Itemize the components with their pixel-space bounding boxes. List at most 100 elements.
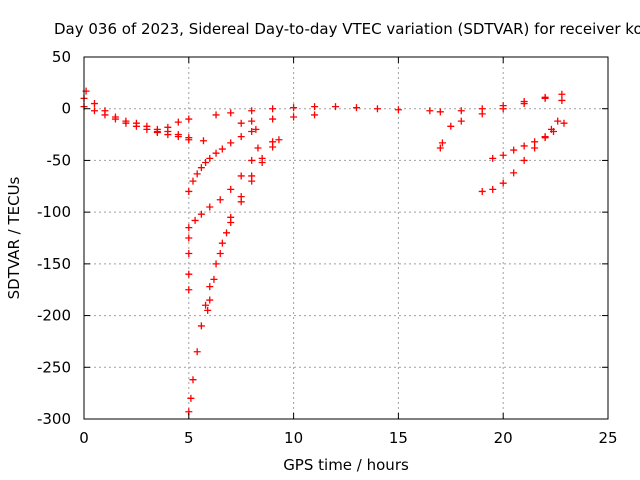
data-point	[206, 203, 214, 211]
data-point	[520, 156, 528, 164]
series-arc-early-band-b	[80, 103, 193, 144]
data-point	[269, 105, 277, 113]
y-tick-label: 0	[61, 100, 71, 118]
series-arc-evening-3	[478, 127, 558, 195]
data-point	[547, 125, 555, 133]
series-arc-deep-1	[185, 136, 283, 416]
series-arc-early-band-a	[80, 94, 193, 142]
y-tick-label: -100	[37, 203, 71, 221]
data-point	[185, 270, 193, 278]
x-tick-label: 20	[494, 429, 513, 447]
series-arc-steep-2	[185, 144, 262, 232]
data-point	[202, 158, 210, 166]
data-point	[290, 104, 298, 112]
data-point	[212, 149, 220, 157]
data-point	[258, 154, 266, 162]
data-point	[252, 125, 260, 133]
data-point	[212, 111, 220, 119]
data-point	[227, 185, 235, 193]
data-point	[206, 296, 214, 304]
data-point	[373, 105, 381, 113]
data-point	[216, 250, 224, 258]
series-arc-evening-4	[489, 117, 568, 162]
data-point	[426, 107, 434, 115]
data-point	[499, 151, 507, 159]
y-tick-label: -300	[37, 410, 71, 428]
data-point	[187, 394, 195, 402]
data-point	[248, 172, 256, 180]
data-point	[457, 107, 465, 115]
x-tick-label: 5	[184, 429, 194, 447]
x-tick-label: 25	[598, 429, 617, 447]
data-point	[237, 172, 245, 180]
data-point	[227, 109, 235, 117]
data-point	[174, 133, 182, 141]
plot-frame	[83, 56, 609, 420]
data-point	[206, 154, 214, 162]
x-tick-label: 10	[284, 429, 303, 447]
series-arc-early-upturn	[153, 115, 193, 135]
data-point	[216, 196, 224, 204]
data-point	[438, 139, 446, 147]
data-point	[290, 113, 298, 121]
data-point	[332, 103, 340, 111]
data-point	[237, 119, 245, 127]
data-point	[212, 260, 220, 268]
data-point	[248, 127, 256, 135]
y-tick-label: -200	[37, 307, 71, 325]
y-tick-label: -150	[37, 255, 71, 273]
data-point	[185, 250, 193, 258]
data-point	[191, 216, 199, 224]
data-point	[510, 169, 518, 177]
data-point	[122, 119, 130, 127]
y-tick-label: -250	[37, 358, 71, 376]
data-point	[558, 90, 566, 98]
data-point	[197, 164, 205, 172]
data-point	[436, 144, 444, 152]
data-point	[237, 193, 245, 201]
data-point	[185, 286, 193, 294]
data-point	[489, 154, 497, 162]
y-tick-label: 50	[52, 48, 71, 66]
x-tick-label: 15	[389, 429, 408, 447]
data-point	[499, 105, 507, 113]
series-arc-deep-2	[204, 138, 277, 314]
series-arc-isolated-points	[82, 87, 446, 152]
data-point	[531, 138, 539, 146]
data-point	[153, 127, 161, 135]
data-point	[394, 106, 402, 114]
data-points	[80, 87, 568, 416]
series-arc-midday-lower	[237, 111, 319, 127]
data-point	[193, 348, 201, 356]
data-point	[202, 301, 210, 309]
data-point	[541, 133, 549, 141]
data-point	[560, 119, 568, 127]
data-point	[218, 145, 226, 153]
data-point	[520, 142, 528, 150]
data-point	[185, 187, 193, 195]
data-point	[206, 283, 214, 291]
data-point	[218, 239, 226, 247]
data-point	[197, 210, 205, 218]
data-point	[185, 136, 193, 144]
data-point	[90, 107, 98, 115]
series-arc-steep-1	[185, 125, 260, 195]
series-arc-midday-plateau	[212, 103, 402, 119]
data-point	[227, 139, 235, 147]
data-point	[520, 100, 528, 108]
data-point	[311, 103, 319, 111]
data-point	[90, 100, 98, 108]
series-arc-evening-2	[447, 90, 566, 130]
data-point	[101, 111, 109, 119]
data-point	[436, 108, 444, 116]
y-tick-label: -50	[47, 151, 72, 169]
data-point	[164, 131, 172, 139]
data-point	[210, 275, 218, 283]
x-tick-label: 0	[79, 429, 89, 447]
data-point	[199, 137, 207, 145]
data-point	[248, 107, 256, 115]
data-point	[554, 117, 562, 125]
data-point	[223, 229, 231, 237]
chart-title: Day 036 of 2023, Sidereal Day-to-day VTE…	[54, 20, 640, 38]
grid-lines	[84, 57, 608, 419]
